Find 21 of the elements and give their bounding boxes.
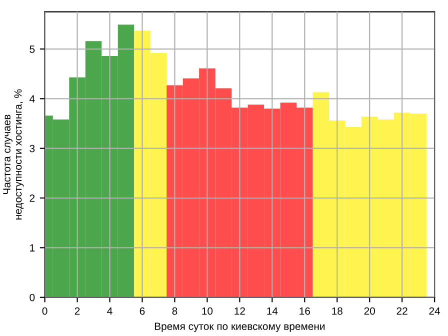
x-tick-label: 10 xyxy=(202,307,213,315)
y-tick-label: 2 xyxy=(30,194,35,202)
x-tick-label: 20 xyxy=(364,307,375,315)
y-axis-title: Частота случаев недоступности хостинга, % xyxy=(3,89,24,220)
y-tick-label: 0 xyxy=(30,294,35,302)
y-tick-label: 1 xyxy=(30,244,35,252)
x-tick-label: 18 xyxy=(332,307,342,315)
x-tick-label: 8 xyxy=(172,307,178,315)
x-tick-label: 2 xyxy=(74,307,80,315)
x-tick-label: 0 xyxy=(42,307,48,315)
x-tick-label: 14 xyxy=(267,307,278,315)
x-tick-label: 12 xyxy=(234,307,245,315)
y-tick-label: 3 xyxy=(30,144,35,152)
y-tick-label: 4 xyxy=(30,95,35,102)
x-tick-label: 4 xyxy=(107,307,112,315)
y-tick-label: 5 xyxy=(30,46,35,53)
x-tick-label: 24 xyxy=(429,307,440,315)
x-tick-label: 16 xyxy=(300,307,310,315)
x-tick-label: 22 xyxy=(396,307,408,315)
x-tick-label: 6 xyxy=(140,307,145,315)
x-axis-title: Время суток по киевскому времени xyxy=(154,322,325,332)
